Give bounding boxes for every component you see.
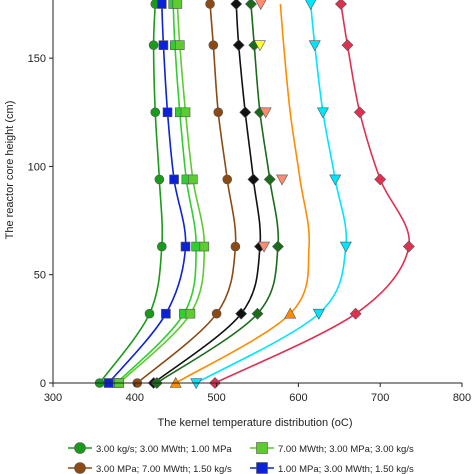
data-point (222, 174, 233, 185)
data-point (230, 0, 243, 10)
data-point (329, 174, 342, 186)
data-point (205, 0, 215, 9)
x-tick-label: 300 (44, 392, 62, 404)
y-tick-label: 100 (28, 161, 46, 173)
data-point (188, 174, 198, 185)
data-point (339, 241, 352, 253)
legend-label: 1.00 MPa; 3.00 MWth; 1.50 kg/s (278, 464, 414, 474)
data-point (335, 0, 347, 10)
y-tick-label: 50 (34, 270, 46, 282)
data-point (353, 106, 366, 119)
data-point (161, 308, 171, 319)
data-point (208, 40, 219, 50)
data-point (312, 308, 325, 320)
data-point (341, 39, 354, 52)
y-axis-title: The reactor core height (cm) (4, 101, 16, 240)
x-tick-label: 400 (126, 392, 144, 404)
x-tick-label: 700 (371, 392, 389, 404)
data-point (305, 0, 317, 11)
series-line (195, 3, 348, 384)
data-point (180, 107, 191, 118)
data-point (211, 308, 222, 319)
data-point (263, 173, 276, 186)
data-point (259, 107, 272, 119)
data-point (150, 107, 161, 118)
legend-marker (74, 442, 86, 454)
data-point (258, 241, 271, 253)
data-point (272, 240, 284, 253)
series-line (98, 3, 164, 384)
data-point (374, 173, 387, 186)
data-point (230, 241, 241, 252)
x-axis-title: The kernel temperature distribution (oC) (157, 417, 352, 429)
legend-label: 3.00 kg/s; 3.00 MWth; 1.00 MPa (96, 444, 232, 455)
data-point (247, 173, 260, 186)
plot-area (94, 0, 415, 389)
legend: 3.00 kg/s; 3.00 MWth; 1.00 MPa 7.00 MWth;… (68, 442, 414, 474)
data-point (308, 40, 321, 52)
legend-marker (256, 462, 268, 474)
data-point (144, 308, 155, 319)
data-point (158, 40, 169, 50)
legend-item: 7.00 MWth; 3.00 MPa; 3.00 kg/s (250, 442, 414, 455)
data-point (245, 0, 257, 10)
data-point (156, 0, 167, 9)
data-point (402, 240, 415, 253)
data-point (154, 174, 165, 185)
data-point (276, 174, 289, 186)
legend-marker (74, 462, 86, 474)
legend-label: 7.00 MWth; 3.00 MPa; 3.00 kg/s (278, 444, 414, 455)
data-point (255, 0, 267, 11)
data-point (239, 106, 252, 119)
legend-item: 3.00 kg/s; 3.00 MWth; 1.00 MPa (68, 442, 232, 455)
axes: 300 400 500 600 700 800 0 50 100 150 (28, 0, 471, 404)
series-line (175, 3, 311, 384)
data-point (148, 40, 159, 50)
data-point (169, 174, 179, 185)
data-point (316, 107, 329, 119)
data-point (191, 241, 201, 252)
legend-marker (256, 442, 268, 454)
series-line (116, 3, 197, 384)
data-point (162, 107, 173, 118)
legend-label: 3.00 MPa; 7.00 MWth; 1.50 kg/s (96, 464, 232, 474)
data-point (199, 241, 210, 252)
x-tick-label: 500 (207, 392, 225, 404)
data-point (156, 241, 167, 252)
data-point (174, 40, 185, 50)
data-point (251, 307, 264, 320)
data-point (172, 0, 183, 9)
data-point (349, 307, 362, 320)
series-line (118, 3, 206, 384)
legend-item: 1.00 MPa; 3.00 MWth; 1.50 kg/s (250, 462, 414, 474)
legend-item: 3.00 MPa; 7.00 MWth; 1.50 kg/s (68, 462, 232, 474)
x-tick-label: 600 (289, 392, 307, 404)
data-point (185, 308, 196, 319)
data-point (213, 107, 224, 118)
data-point (235, 307, 248, 320)
data-point (253, 40, 266, 52)
y-tick-label: 150 (28, 53, 46, 65)
series-line (136, 3, 237, 384)
data-point (180, 241, 191, 252)
data-point (232, 39, 245, 52)
x-tick-label: 800 (453, 392, 471, 404)
data-point (284, 307, 297, 319)
y-tick-label: 0 (40, 378, 46, 390)
